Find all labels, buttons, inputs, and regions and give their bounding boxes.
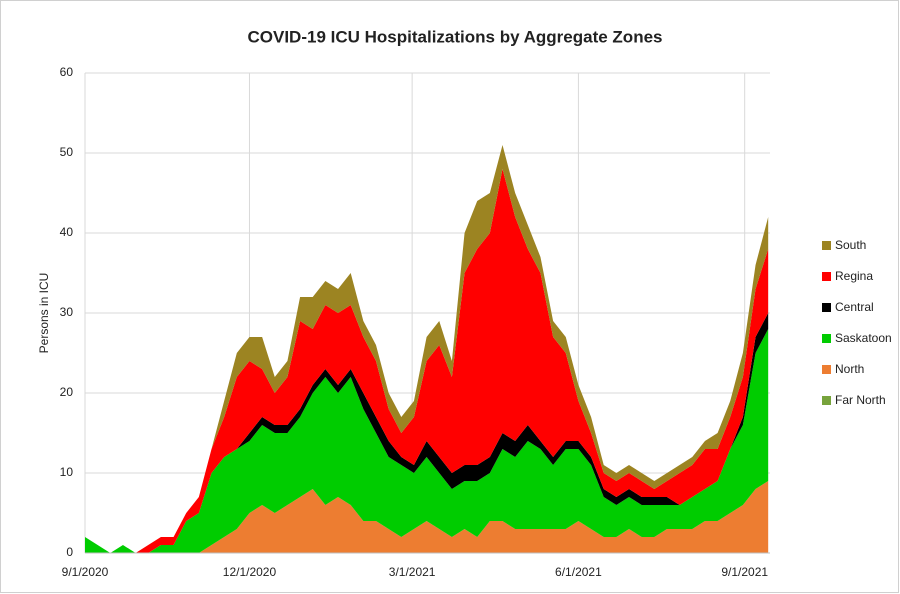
- x-tick-label: 12/1/2020: [223, 565, 277, 579]
- x-tick-label: 6/1/2021: [555, 565, 602, 579]
- y-tick-label: 50: [60, 145, 74, 159]
- legend-swatch: [822, 396, 831, 405]
- chart-title: COVID-19 ICU Hospitalizations by Aggrega…: [248, 27, 663, 46]
- legend-swatch: [822, 272, 831, 281]
- legend-swatch: [822, 365, 831, 374]
- legend-label: Central: [835, 300, 874, 314]
- legend-swatch: [822, 334, 831, 343]
- legend-label: Regina: [835, 269, 873, 283]
- legend-label: Far North: [835, 393, 886, 407]
- y-axis-label: Persons in ICU: [37, 273, 51, 354]
- legend-swatch: [822, 303, 831, 312]
- y-tick-label: 30: [60, 305, 74, 319]
- y-tick-label: 60: [60, 65, 74, 79]
- x-tick-label: 9/1/2021: [721, 565, 768, 579]
- legend-label: North: [835, 362, 864, 376]
- y-tick-label: 10: [60, 465, 74, 479]
- area: [85, 145, 769, 553]
- legend-label: South: [835, 238, 866, 252]
- legend-swatch: [822, 241, 831, 250]
- area: [85, 329, 769, 553]
- y-tick-label: 40: [60, 225, 74, 239]
- legend-label: Saskatoon: [835, 331, 892, 345]
- y-tick-label: 20: [60, 385, 74, 399]
- y-tick-label: 0: [66, 545, 73, 559]
- x-tick-label: 3/1/2021: [389, 565, 436, 579]
- x-tick-label: 9/1/2020: [62, 565, 109, 579]
- area: [85, 481, 769, 553]
